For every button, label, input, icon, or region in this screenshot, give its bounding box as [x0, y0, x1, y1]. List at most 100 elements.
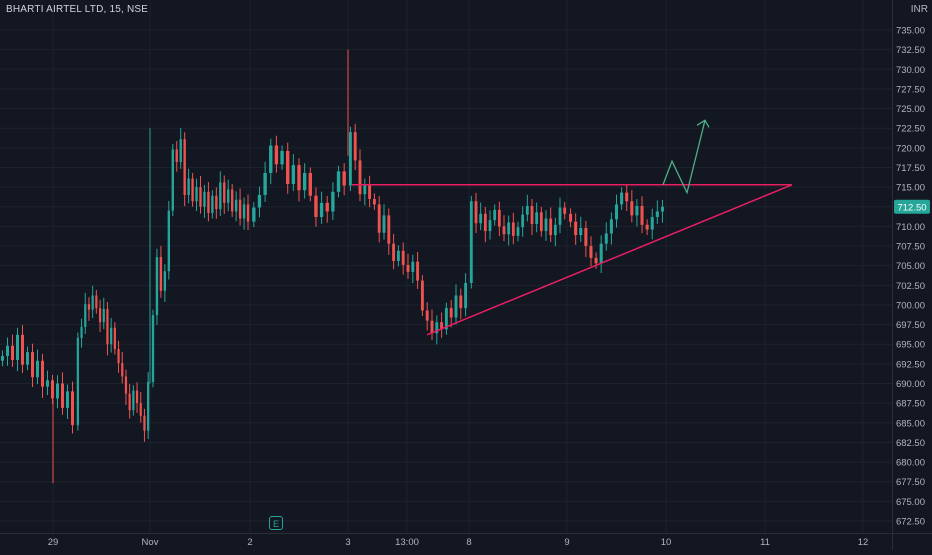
y-tick-label: 675.00 [896, 497, 925, 508]
candle-body [302, 172, 307, 191]
y-tick-label: 677.50 [896, 477, 925, 488]
candle [396, 245, 400, 267]
candle-body [416, 261, 420, 281]
candle [163, 264, 167, 302]
candle-body [521, 214, 525, 228]
candle-body [449, 308, 453, 318]
candle-body [230, 189, 234, 212]
candle [640, 196, 644, 234]
candle [387, 208, 391, 255]
candle-body [252, 207, 256, 222]
candle [195, 178, 198, 212]
candle-body [219, 182, 222, 210]
candle [535, 202, 539, 233]
earnings-icon[interactable]: E [269, 516, 283, 530]
candle [353, 123, 357, 171]
x-tick-label: 29 [48, 537, 59, 548]
y-tick-label: 722.50 [896, 124, 925, 135]
candle [106, 301, 109, 356]
candle [589, 236, 593, 267]
candle-body [223, 182, 226, 203]
candle [191, 172, 194, 207]
candle-body [242, 204, 246, 219]
candle-body [589, 246, 593, 258]
candle [286, 142, 290, 194]
candle [56, 375, 59, 409]
last-price-label: 712.50 [897, 202, 926, 213]
currency-label: INR [910, 4, 928, 15]
x-tick-label: 10 [661, 537, 672, 548]
candle-body [95, 295, 98, 309]
candle [521, 206, 525, 237]
y-tick-label: 707.50 [896, 242, 925, 253]
candle [511, 212, 515, 245]
candle [211, 190, 214, 219]
candle-body [113, 327, 116, 349]
x-tick-label: 13:00 [395, 537, 419, 548]
candle-body [353, 132, 357, 161]
candle-body [411, 261, 415, 272]
candle [406, 253, 410, 279]
candle [620, 187, 624, 210]
candle [358, 149, 362, 202]
candle [569, 208, 573, 228]
candle [469, 195, 473, 289]
candle [368, 175, 372, 208]
candle-body [132, 390, 135, 411]
candle [199, 175, 202, 214]
candle-body [11, 345, 14, 360]
candle-body [124, 376, 128, 394]
y-tick-label: 715.00 [896, 183, 925, 194]
support-line [426, 184, 793, 336]
candle [459, 288, 463, 320]
candle [660, 199, 664, 223]
candle-body [660, 206, 664, 212]
candle [143, 408, 146, 442]
x-tick-label: 2 [247, 537, 252, 548]
candle [26, 346, 29, 371]
x-tick-label: 11 [760, 537, 770, 548]
candle [635, 199, 639, 227]
candle [128, 383, 131, 419]
candle [483, 206, 487, 243]
candle-body [377, 204, 381, 233]
candle [36, 349, 39, 385]
candle-body [331, 191, 335, 212]
candle-body [535, 212, 539, 225]
candle-body [147, 381, 150, 431]
candle [525, 194, 529, 222]
candle [91, 285, 94, 319]
candle [113, 322, 116, 355]
candle [454, 284, 458, 325]
candle [319, 191, 324, 224]
candle-body [234, 199, 238, 212]
candle-body [41, 360, 44, 387]
candle-body [630, 201, 634, 216]
candle [444, 302, 448, 335]
candle-body [368, 185, 372, 199]
candle [139, 392, 142, 423]
candle-body [454, 295, 458, 318]
candle-body [110, 327, 113, 345]
candle [95, 290, 98, 314]
candle [440, 312, 444, 338]
candle [530, 199, 534, 236]
candle-body [625, 192, 629, 202]
candle-body [46, 380, 49, 387]
candle-body [516, 227, 520, 236]
candle-body [474, 201, 478, 224]
candle-body [511, 222, 515, 236]
candle [553, 217, 557, 247]
candle-body [569, 213, 573, 222]
candle [84, 293, 87, 334]
candle [302, 163, 307, 199]
y-tick-label: 702.50 [896, 281, 925, 292]
candle [372, 193, 376, 210]
candle-body [579, 227, 583, 236]
candle [132, 385, 135, 416]
candle-body [128, 393, 131, 411]
candle-body [61, 383, 64, 408]
candle-body [187, 178, 190, 195]
